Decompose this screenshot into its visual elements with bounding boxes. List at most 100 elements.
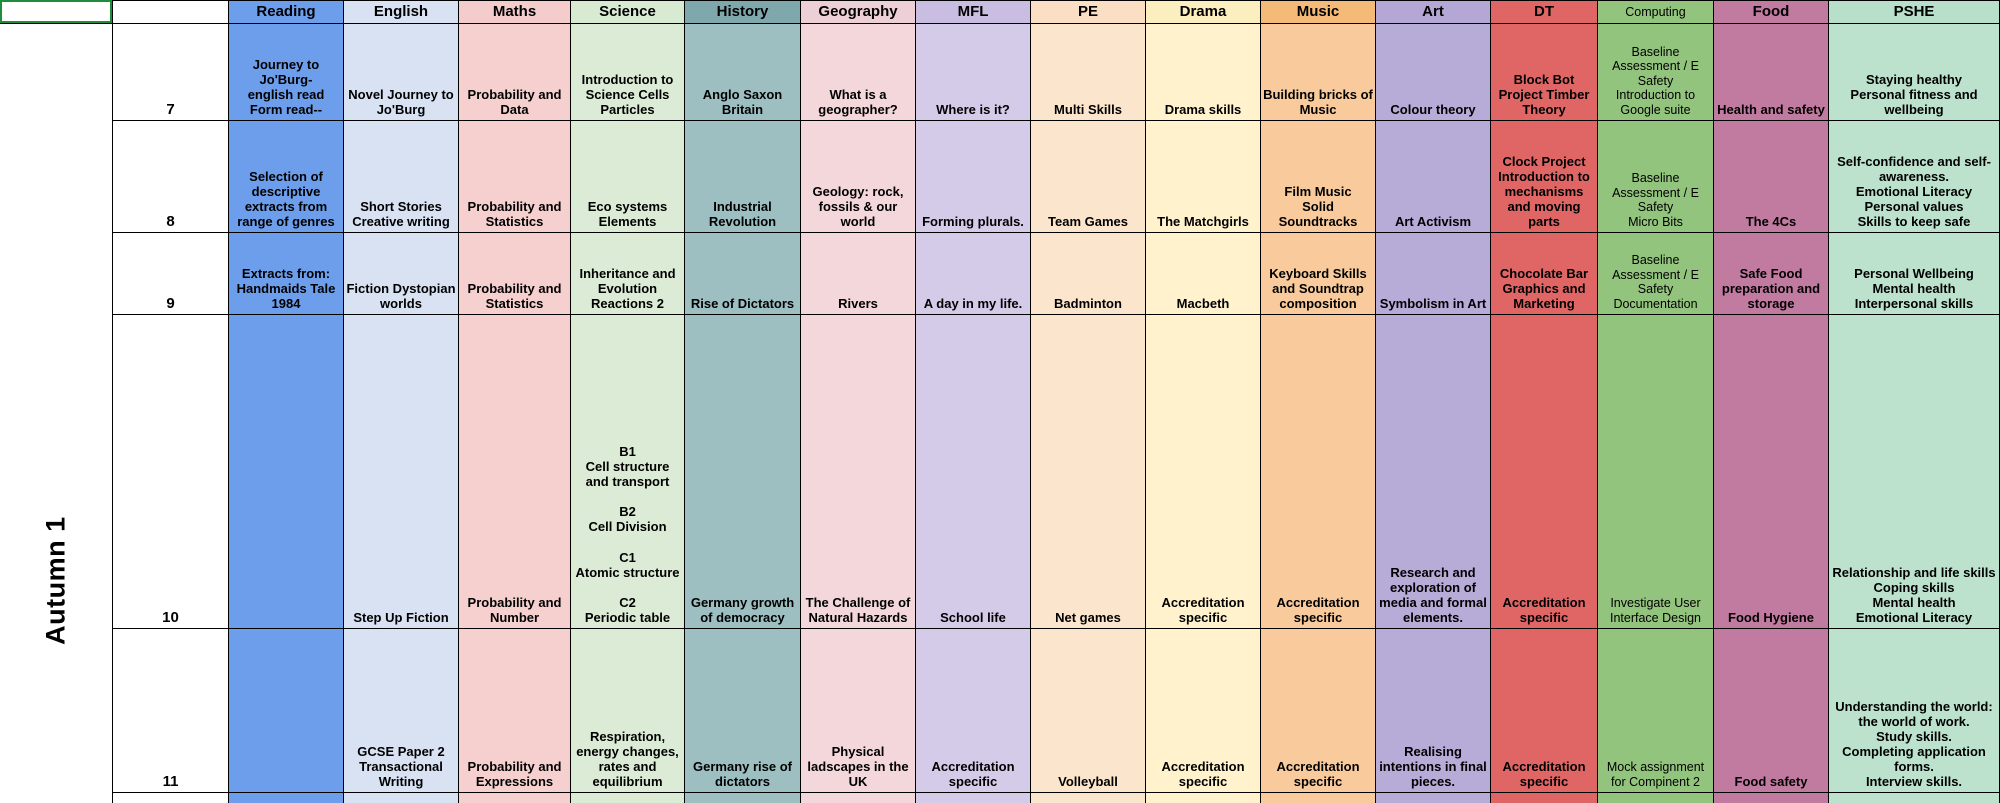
cell-year7-mfl[interactable]: Where is it? (916, 24, 1030, 120)
column-header-maths[interactable]: Maths (459, 1, 570, 23)
cell-year8-history[interactable]: Industrial Revolution (685, 121, 800, 232)
cell-year11-music[interactable]: Accreditation specific (1261, 629, 1375, 792)
column-header-pshe[interactable]: PSHE (1829, 1, 1999, 23)
cell-year9-art[interactable]: Symbolism in Art (1376, 233, 1490, 314)
cell-year8-geography[interactable]: Geology: rock, fossils & our world (801, 121, 915, 232)
year-row-label-10[interactable]: 10 (113, 315, 228, 628)
cell-next-reading[interactable] (229, 793, 343, 803)
cell-year10-dt[interactable]: Accreditation specific (1491, 315, 1597, 628)
cell-year7-pe[interactable]: Multi Skills (1031, 24, 1145, 120)
cell-year9-computing[interactable]: Baseline Assessment / E Safety Documenta… (1598, 233, 1713, 314)
cell-next-computing[interactable] (1598, 793, 1713, 803)
cell-year7-food[interactable]: Health and safety (1714, 24, 1828, 120)
cell-year10-maths[interactable]: Probability and Number (459, 315, 570, 628)
cell-year9-geography[interactable]: Rivers (801, 233, 915, 314)
cell-year10-pshe[interactable]: Relationship and life skills Coping skil… (1829, 315, 1999, 628)
cell-year8-science[interactable]: Eco systems Elements (571, 121, 684, 232)
cell-year11-art[interactable]: Realising intentions in final pieces. (1376, 629, 1490, 792)
cell-year8-mfl[interactable]: Forming plurals. (916, 121, 1030, 232)
cell-year10-music[interactable]: Accreditation specific (1261, 315, 1375, 628)
year-row-label-next[interactable] (113, 793, 228, 803)
cell-year10-history[interactable]: Germany growth of democracy (685, 315, 800, 628)
cell-year8-reading[interactable]: Selection of descriptive extracts from r… (229, 121, 343, 232)
cell-year8-drama[interactable]: The Matchgirls (1146, 121, 1260, 232)
cell-year11-food[interactable]: Food safety (1714, 629, 1828, 792)
column-header-computing[interactable]: Computing (1598, 1, 1713, 23)
cell-year11-science[interactable]: Respiration, energy changes, rates and e… (571, 629, 684, 792)
cell-next-music[interactable] (1261, 793, 1375, 803)
column-header-dt[interactable]: DT (1491, 1, 1597, 23)
cell-year10-english[interactable]: Step Up Fiction (344, 315, 458, 628)
column-header-food[interactable]: Food (1714, 1, 1828, 23)
cell-year8-food[interactable]: The 4Cs (1714, 121, 1828, 232)
year-row-label-9[interactable]: 9 (113, 233, 228, 314)
cell-year9-food[interactable]: Safe Food preparation and storage (1714, 233, 1828, 314)
cell-b1[interactable] (113, 1, 228, 23)
cell-year7-science[interactable]: Introduction to Science Cells Particles (571, 24, 684, 120)
cell-year11-computing[interactable]: Mock assignment for Compinent 2 (1598, 629, 1713, 792)
cell-year11-mfl[interactable]: Accreditation specific (916, 629, 1030, 792)
cell-year8-music[interactable]: Film Music Solid Soundtracks (1261, 121, 1375, 232)
column-header-history[interactable]: History (685, 1, 800, 23)
column-header-reading[interactable]: Reading (229, 1, 343, 23)
column-header-mfl[interactable]: MFL (916, 1, 1030, 23)
column-header-science[interactable]: Science (571, 1, 684, 23)
cell-next-english[interactable] (344, 793, 458, 803)
cell-year9-maths[interactable]: Probability and Statistics (459, 233, 570, 314)
cell-next-geography[interactable] (801, 793, 915, 803)
cell-next-food[interactable] (1714, 793, 1828, 803)
cell-year10-pe[interactable]: Net games (1031, 315, 1145, 628)
cell-next-science[interactable] (571, 793, 684, 803)
cell-year10-computing[interactable]: Investigate User Interface Design (1598, 315, 1713, 628)
column-header-english[interactable]: English (344, 1, 458, 23)
cell-year7-music[interactable]: Building bricks of Music (1261, 24, 1375, 120)
cell-year7-computing[interactable]: Baseline Assessment / E Safety Introduct… (1598, 24, 1713, 120)
cell-year7-reading[interactable]: Journey to Jo'Burg- english read Form re… (229, 24, 343, 120)
column-header-music[interactable]: Music (1261, 1, 1375, 23)
cell-year11-pshe[interactable]: Understanding the world: the world of wo… (1829, 629, 1999, 792)
cell-year9-pe[interactable]: Badminton (1031, 233, 1145, 314)
cell-year7-maths[interactable]: Probability and Data (459, 24, 570, 120)
cell-year11-pe[interactable]: Volleyball (1031, 629, 1145, 792)
cell-year9-history[interactable]: Rise of Dictators (685, 233, 800, 314)
cell-year10-science[interactable]: B1 Cell structure and transport B2 Cell … (571, 315, 684, 628)
column-header-pe[interactable]: PE (1031, 1, 1145, 23)
cell-next-pe[interactable] (1031, 793, 1145, 803)
cell-next-pshe[interactable] (1829, 793, 1999, 803)
cell-year7-pshe[interactable]: Staying healthy Personal fitness and wel… (1829, 24, 1999, 120)
cell-year10-drama[interactable]: Accreditation specific (1146, 315, 1260, 628)
cell-year9-reading[interactable]: Extracts from: Handmaids Tale 1984 (229, 233, 343, 314)
cell-year11-drama[interactable]: Accreditation specific (1146, 629, 1260, 792)
cell-next-history[interactable] (685, 793, 800, 803)
column-header-drama[interactable]: Drama (1146, 1, 1260, 23)
cell-year7-drama[interactable]: Drama skills (1146, 24, 1260, 120)
cell-year9-dt[interactable]: Chocolate Bar Graphics and Marketing (1491, 233, 1597, 314)
cell-year9-english[interactable]: Fiction Dystopian worlds (344, 233, 458, 314)
cell-year8-pe[interactable]: Team Games (1031, 121, 1145, 232)
cell-year10-reading[interactable] (229, 315, 343, 628)
cell-year7-art[interactable]: Colour theory (1376, 24, 1490, 120)
cell-year7-english[interactable]: Novel Journey to Jo'Burg (344, 24, 458, 120)
cell-next-drama[interactable] (1146, 793, 1260, 803)
cell-next-maths[interactable] (459, 793, 570, 803)
cell-year10-mfl[interactable]: School life (916, 315, 1030, 628)
cell-year8-computing[interactable]: Baseline Assessment / E Safety Micro Bit… (1598, 121, 1713, 232)
cell-year9-pshe[interactable]: Personal Wellbeing Mental health Interpe… (1829, 233, 1999, 314)
column-header-geography[interactable]: Geography (801, 1, 915, 23)
cell-year8-art[interactable]: Art Activism (1376, 121, 1490, 232)
year-row-label-8[interactable]: 8 (113, 121, 228, 232)
cell-year10-art[interactable]: Research and exploration of media and fo… (1376, 315, 1490, 628)
cell-year11-maths[interactable]: Probability and Expressions (459, 629, 570, 792)
cell-year9-mfl[interactable]: A day in my life. (916, 233, 1030, 314)
cell-year11-reading[interactable] (229, 629, 343, 792)
cell-year7-dt[interactable]: Block Bot Project Timber Theory (1491, 24, 1597, 120)
cell-year8-english[interactable]: Short Stories Creative writing (344, 121, 458, 232)
cell-year9-science[interactable]: Inheritance and Evolution Reactions 2 (571, 233, 684, 314)
cell-year9-drama[interactable]: Macbeth (1146, 233, 1260, 314)
cell-year8-dt[interactable]: Clock Project Introduction to mechanisms… (1491, 121, 1597, 232)
cell-year11-english[interactable]: GCSE Paper 2 Transactional Writing (344, 629, 458, 792)
cell-year9-music[interactable]: Keyboard Skills and Soundtrap compositio… (1261, 233, 1375, 314)
cell-year11-dt[interactable]: Accreditation specific (1491, 629, 1597, 792)
cell-year7-geography[interactable]: What is a geographer? (801, 24, 915, 120)
cell-next-dt[interactable] (1491, 793, 1597, 803)
